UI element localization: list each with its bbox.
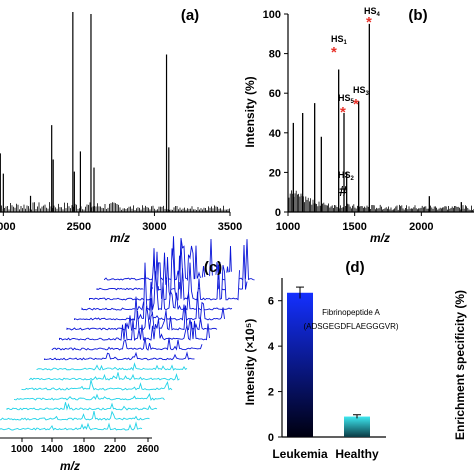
panel-a-label: (a) bbox=[181, 7, 199, 24]
annotation-hs3: HS3 * bbox=[353, 85, 370, 113]
panel-b-label: (b) bbox=[408, 7, 427, 24]
x-tick-label: 3000 bbox=[142, 221, 166, 233]
panel-a-x-ticks: 2000 2500 3000 3500 bbox=[0, 212, 242, 233]
x-category-label: Healthy bbox=[335, 447, 379, 461]
y-tick-label: 60 bbox=[269, 88, 281, 100]
x-tick-label: 1400 bbox=[41, 444, 64, 455]
spectrum-trace bbox=[29, 372, 180, 381]
panel-b-baseline-noise bbox=[288, 190, 474, 212]
hs1-star: * bbox=[331, 44, 337, 61]
bar-healthy bbox=[344, 416, 370, 437]
panel-a-xlabel: m/z bbox=[110, 231, 130, 245]
y-tick-label: 0 bbox=[268, 432, 274, 444]
x-tick-label: 2200 bbox=[104, 444, 127, 455]
hs5-star: * bbox=[340, 104, 346, 121]
panel-c-x-ticks: 1000 1400 1800 2200 2600 bbox=[11, 438, 160, 455]
panel-d-right-ylabel: Enrichment specificity (%) bbox=[453, 290, 467, 440]
x-tick-label: 1500 bbox=[342, 221, 366, 233]
x-tick-label: 3500 bbox=[218, 221, 242, 233]
spectrum-trace bbox=[51, 336, 203, 351]
panel-c-traces bbox=[0, 236, 255, 431]
hs4-star: * bbox=[366, 14, 372, 31]
panel-b-y-ticks: 0 20 40 60 80 100 bbox=[263, 9, 288, 219]
spectrum-trace bbox=[21, 379, 173, 391]
hs3-text: HS3 bbox=[353, 85, 370, 97]
spectrum-trace bbox=[0, 421, 143, 431]
hs2-text: HS2 bbox=[338, 170, 355, 182]
hs2-hash: # bbox=[339, 183, 348, 200]
y-tick-label: 6 bbox=[268, 296, 274, 308]
y-tick-label: 40 bbox=[269, 128, 281, 140]
y-tick-label: 0 bbox=[275, 207, 281, 219]
x-tick-label: 1000 bbox=[276, 221, 300, 233]
panel-c: 1000 1400 1800 2200 2600 m/z (c) bbox=[0, 236, 255, 473]
annotation-hs4: HS4 * bbox=[364, 6, 381, 31]
panel-b-peaks bbox=[292, 23, 462, 212]
spectrum-trace bbox=[0, 410, 150, 421]
spectrum-trace bbox=[44, 351, 195, 361]
panel-d: 0 2 4 6 Leukemia Healthy Intensity (×10⁵) Fi… bbox=[243, 259, 467, 461]
panel-d-annotation-line1: Fibrinopeptide A bbox=[322, 308, 380, 317]
spectrum-trace bbox=[36, 362, 188, 371]
spectrum-trace bbox=[81, 271, 233, 311]
hs5-text: HS5 bbox=[338, 93, 355, 105]
spectrum-trace bbox=[14, 392, 165, 401]
panel-d-ylabel: Intensity (×10⁵) bbox=[243, 319, 257, 406]
hs4-text: HS4 bbox=[364, 6, 381, 18]
x-tick-label: 2000 bbox=[0, 221, 16, 233]
spectrum-trace bbox=[6, 402, 158, 411]
x-tick-label: 1800 bbox=[73, 444, 96, 455]
panel-a-peaks bbox=[0, 12, 170, 212]
annotation-hs1: HS1 * bbox=[331, 34, 348, 61]
panel-d-label: (d) bbox=[345, 259, 364, 276]
panel-b-ylabel: Intensity (%) bbox=[243, 76, 257, 147]
panel-b-xlabel: m/z bbox=[370, 231, 390, 245]
y-tick-label: 20 bbox=[269, 167, 281, 179]
panel-c-label: (c) bbox=[204, 259, 222, 276]
y-tick-label: 80 bbox=[269, 49, 281, 61]
hs3-star: * bbox=[353, 96, 359, 113]
x-tick-label: 2500 bbox=[67, 221, 91, 233]
x-tick-label: 1000 bbox=[11, 444, 34, 455]
hs1-text: HS1 bbox=[331, 34, 348, 46]
bar-leukemia bbox=[287, 292, 313, 437]
y-tick-label: 2 bbox=[268, 387, 274, 399]
x-tick-label: 2000 bbox=[409, 221, 433, 233]
panel-d-y-ticks: 0 2 4 6 bbox=[268, 296, 282, 444]
annotation-hs2: HS2 # bbox=[338, 170, 355, 200]
panel-a: 2000 2500 3000 3500 m/z (a) bbox=[0, 7, 242, 245]
y-tick-label: 100 bbox=[263, 9, 281, 21]
y-tick-label: 4 bbox=[268, 341, 275, 353]
annotation-hs5: HS5 * bbox=[338, 93, 355, 121]
panel-d-bars: Leukemia Healthy bbox=[272, 286, 379, 461]
panel-c-xlabel: m/z bbox=[60, 459, 80, 473]
panel-d-annotation-line2: (ADSGEGDFLAEGGGVR) bbox=[303, 322, 398, 331]
spectrum-trace bbox=[59, 318, 210, 341]
panel-b-x-ticks: 10001500200025 bbox=[276, 212, 434, 233]
x-tick-label: 2600 bbox=[137, 444, 160, 455]
x-category-label: Leukemia bbox=[272, 447, 328, 461]
panel-a-baseline-noise bbox=[0, 202, 230, 212]
